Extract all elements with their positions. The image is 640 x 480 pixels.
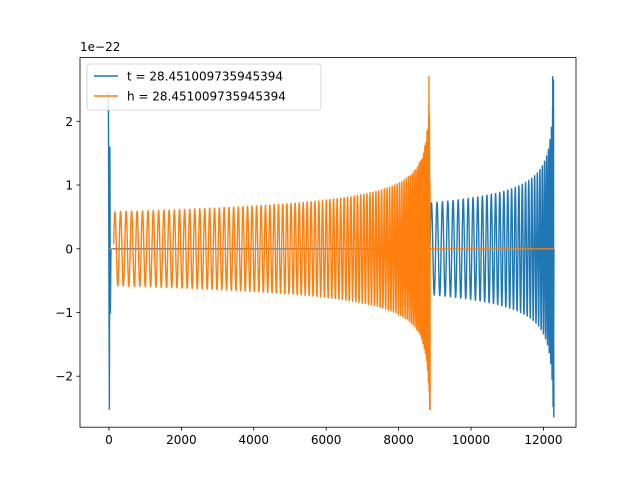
series-2 [108, 76, 554, 411]
y-axis: −2 −1 0 1 2 [55, 115, 80, 384]
y-tick-label: 0 [65, 242, 73, 256]
axes-frame [79, 57, 577, 428]
x-axis: 0 2000 4000 6000 8000 10000 12000 [105, 427, 563, 447]
x-tick-label: 8000 [383, 433, 414, 447]
legend: t = 28.451009735945394 h = 28.45100973594… [86, 63, 322, 111]
y-scale-label: 1e−22 [80, 40, 120, 54]
y-tick-label: −1 [55, 306, 73, 320]
series-2-segment-2 [112, 76, 431, 411]
legend-box [86, 63, 322, 111]
series-1-segment-1 [107, 91, 112, 411]
x-tick-label: 2000 [166, 433, 197, 447]
x-tick-label: 4000 [239, 433, 270, 447]
series-1-segment-3 [429, 76, 555, 418]
x-tick-label: 6000 [311, 433, 342, 447]
x-tick-label: 0 [105, 433, 113, 447]
legend-label-2: h = 28.451009735945394 [127, 90, 286, 104]
x-tick-label: 10000 [452, 433, 490, 447]
y-tick-label: 1 [65, 179, 73, 193]
legend-label-1: t = 28.451009735945394 [127, 70, 283, 84]
plot-area [107, 76, 555, 418]
x-tick-label: 12000 [524, 433, 562, 447]
y-tick-label: 2 [65, 115, 73, 129]
y-tick-label: −2 [55, 370, 73, 384]
